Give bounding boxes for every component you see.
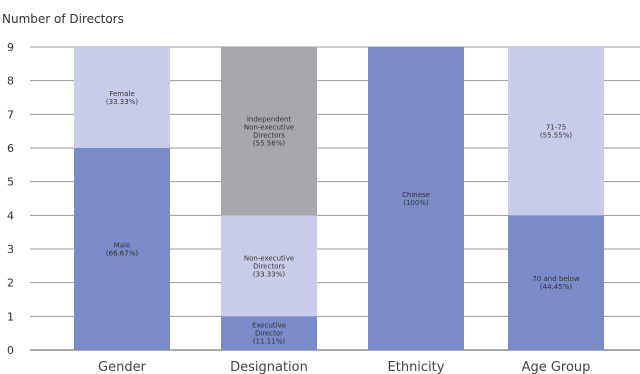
y-axis-label: Number of Directors [2, 12, 124, 26]
y-tick-label: 9 [7, 41, 14, 54]
bar-segment [221, 316, 317, 350]
y-tick-label: 1 [7, 310, 14, 323]
bar-segment [508, 47, 604, 216]
bar-segment [74, 148, 170, 350]
category-label: Age Group [522, 360, 591, 374]
y-tick-label: 2 [7, 277, 14, 290]
category-label: Ethnicity [388, 360, 445, 374]
bar-segment-label: Male (66.67%) [106, 242, 138, 258]
bar-segment [74, 47, 170, 148]
category-label: Gender [98, 360, 147, 374]
y-tick-label: 6 [7, 142, 14, 155]
bar-segment [368, 47, 464, 350]
y-tick-label: 4 [7, 209, 14, 222]
y-tick-label: 7 [7, 108, 14, 121]
bar-segment-label: Non-executive Directors (33.33%) [244, 254, 294, 278]
y-tick-label: 5 [7, 176, 14, 189]
bars: Male (66.67%) Female (33.33%) Executive Direc… [74, 47, 604, 350]
bar-segment-label: 70 and below (44.45%) [532, 275, 580, 291]
bar-segment-label: Chinese (100%) [402, 191, 430, 207]
bar-segment [508, 215, 604, 350]
category-label: Designation [230, 360, 308, 374]
bar-segment-label: 71-75 (55.55%) [540, 124, 572, 140]
y-tick-label: 8 [7, 75, 14, 88]
bar-segment-label: Female (33.33%) [106, 90, 138, 106]
bar-segment [221, 215, 317, 317]
bar-segment-label: Independent Non-executive Directors (55.56%… [244, 116, 294, 148]
bar-segment [221, 47, 317, 216]
bar-segment-label: Executive Director (11.11%) [252, 322, 286, 346]
y-tick-label: 0 [7, 344, 14, 357]
y-tick-labels: 0 1 2 3 4 5 6 7 8 9 [7, 41, 14, 357]
y-tick-label: 3 [7, 243, 14, 256]
category-labels: Gender Designation Ethnicity Age Group [98, 360, 590, 374]
